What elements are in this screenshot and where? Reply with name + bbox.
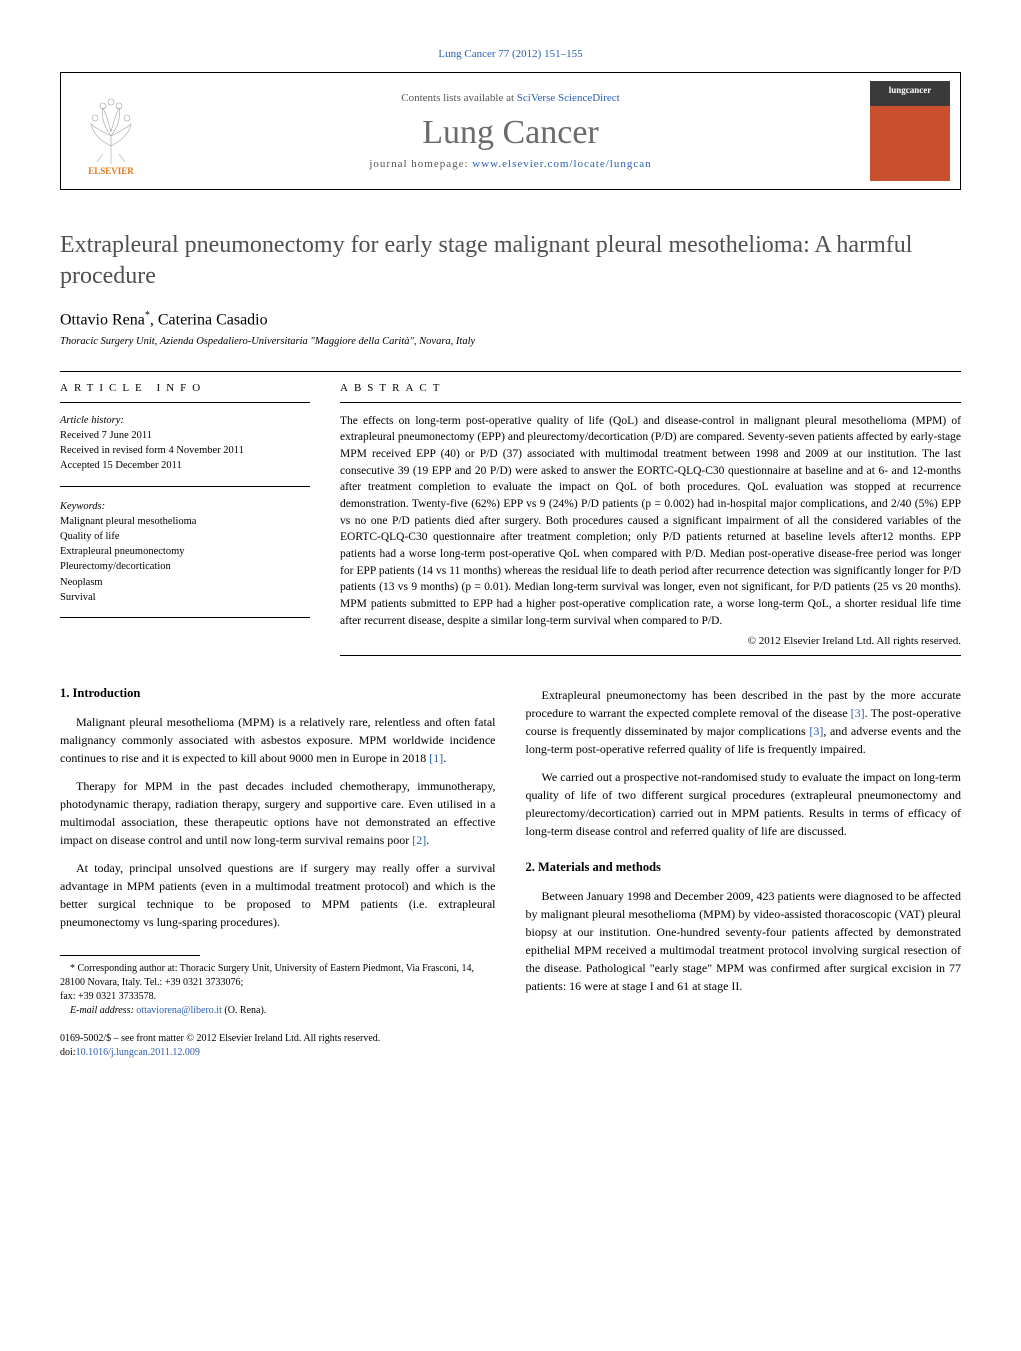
cover-label: lungcancer	[870, 85, 950, 95]
article-history: Article history: Received 7 June 2011 Re…	[60, 403, 310, 474]
article-info-column: ARTICLE INFO Article history: Received 7…	[60, 372, 310, 657]
corresponding-author-footnote: * Corresponding author at: Thoracic Surg…	[60, 962, 496, 990]
publisher-logo-slot: ELSEVIER	[61, 73, 161, 189]
doi-link[interactable]: 10.1016/j.lungcan.2011.12.009	[76, 1047, 200, 1058]
doi-line: doi:10.1016/j.lungcan.2011.12.009	[60, 1046, 496, 1060]
accepted-date: Accepted 15 December 2011	[60, 458, 310, 473]
article-info-header: ARTICLE INFO	[60, 372, 310, 402]
history-label: Article history:	[60, 413, 310, 428]
sciencedirect-link[interactable]: SciVerse ScienceDirect	[517, 92, 620, 104]
ref-1-link[interactable]: [1]	[429, 751, 443, 765]
doi-prefix: doi:	[60, 1047, 76, 1058]
abstract-column: ABSTRACT The effects on long-term post-o…	[340, 372, 961, 657]
page-container: Lung Cancer 77 (2012) 151–155	[0, 0, 1021, 1108]
keywords-block: Keywords: Malignant pleural mesothelioma…	[60, 487, 310, 606]
abstract-copyright: © 2012 Elsevier Ireland Ltd. All rights …	[340, 635, 961, 647]
intro-p2-a: Therapy for MPM in the past decades incl…	[60, 779, 496, 847]
journal-name: Lung Cancer	[422, 114, 599, 152]
abstract-sep-bottom	[340, 655, 961, 656]
body-column-right: Extrapleural pneumonectomy has been desc…	[526, 686, 962, 1060]
journal-cover-slot: lungcancer	[860, 73, 960, 189]
affiliation: Thoracic Surgery Unit, Azienda Ospedalie…	[60, 336, 961, 347]
info-sep-3	[60, 617, 310, 618]
email-suffix: (O. Rena).	[222, 1005, 266, 1016]
intro-heading: 1. Introduction	[60, 686, 496, 701]
doi-block: 0169-5002/$ – see front matter © 2012 El…	[60, 1032, 496, 1060]
fax-footnote: fax: +39 0321 3733578.	[60, 990, 496, 1004]
rcol-paragraph-1: Extrapleural pneumonectomy has been desc…	[526, 686, 962, 758]
keyword-2: Extrapleural pneumonectomy	[60, 544, 310, 559]
elsevier-logo: ELSEVIER	[76, 86, 146, 176]
info-abstract-row: ARTICLE INFO Article history: Received 7…	[60, 372, 961, 657]
ref-3b-link[interactable]: [3]	[809, 724, 823, 738]
journal-header-box: ELSEVIER Contents lists available at Sci…	[60, 72, 961, 190]
journal-cover-thumbnail: lungcancer	[870, 81, 950, 181]
methods-paragraph-1: Between January 1998 and December 2009, …	[526, 887, 962, 995]
keyword-1: Quality of life	[60, 529, 310, 544]
email-footnote: E-mail address: ottaviorena@libero.it (O…	[60, 1004, 496, 1018]
header-center: Contents lists available at SciVerse Sci…	[161, 73, 860, 189]
author-2: , Caterina Casadio	[150, 312, 268, 329]
rcol-paragraph-2: We carried out a prospective not-randomi…	[526, 768, 962, 840]
intro-paragraph-1: Malignant pleural mesothelioma (MPM) is …	[60, 713, 496, 767]
email-label: E-mail address:	[70, 1005, 136, 1016]
intro-p1-b: .	[443, 751, 446, 765]
keyword-3: Pleurectomy/decortication	[60, 559, 310, 574]
abstract-header: ABSTRACT	[340, 372, 961, 402]
homepage-prefix: journal homepage:	[369, 158, 472, 170]
ref-3a-link[interactable]: [3]	[851, 706, 865, 720]
keyword-0: Malignant pleural mesothelioma	[60, 514, 310, 529]
footnote-rule	[60, 955, 200, 956]
keyword-5: Survival	[60, 590, 310, 605]
intro-paragraph-3: At today, principal unsolved questions a…	[60, 859, 496, 931]
journal-ref-link[interactable]: Lung Cancer 77 (2012) 151–155	[438, 48, 582, 60]
issn-front-matter: 0169-5002/$ – see front matter © 2012 El…	[60, 1032, 496, 1046]
methods-heading: 2. Materials and methods	[526, 860, 962, 875]
intro-p2-b: .	[426, 833, 429, 847]
revised-date: Received in revised form 4 November 2011	[60, 443, 310, 458]
contents-prefix: Contents lists available at	[401, 92, 516, 104]
elsevier-label: ELSEVIER	[88, 166, 134, 176]
received-date: Received 7 June 2011	[60, 428, 310, 443]
body-column-left: 1. Introduction Malignant pleural mesoth…	[60, 686, 496, 1060]
abstract-text: The effects on long-term post-operative …	[340, 403, 961, 630]
body-columns: 1. Introduction Malignant pleural mesoth…	[60, 686, 961, 1060]
author-1: Ottavio Rena	[60, 312, 145, 329]
keyword-4: Neoplasm	[60, 575, 310, 590]
contents-line: Contents lists available at SciVerse Sci…	[401, 92, 619, 104]
homepage-link[interactable]: www.elsevier.com/locate/lungcan	[472, 158, 651, 170]
journal-homepage: journal homepage: www.elsevier.com/locat…	[369, 158, 651, 170]
article-title: Extrapleural pneumonectomy for early sta…	[60, 230, 961, 292]
journal-reference: Lung Cancer 77 (2012) 151–155	[60, 48, 961, 60]
authors: Ottavio Rena*, Caterina Casadio	[60, 310, 961, 329]
elsevier-tree-icon	[81, 96, 141, 166]
email-link[interactable]: ottaviorena@libero.it	[136, 1005, 222, 1016]
ref-2-link[interactable]: [2]	[412, 833, 426, 847]
intro-paragraph-2: Therapy for MPM in the past decades incl…	[60, 777, 496, 849]
keywords-label: Keywords:	[60, 499, 310, 514]
